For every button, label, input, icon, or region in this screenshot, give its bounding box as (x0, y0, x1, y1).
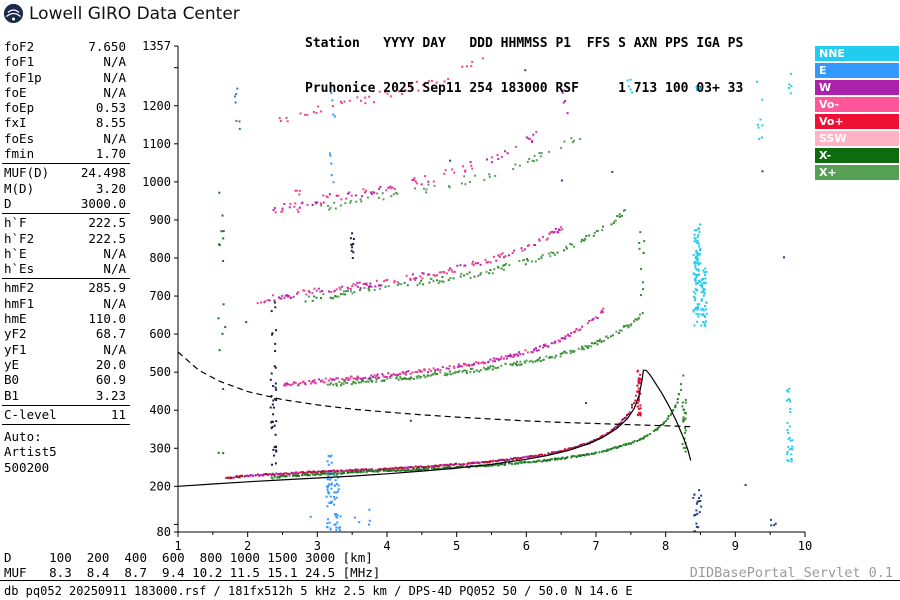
parameter-group: hmF2 285.9 hmF1 N/A hmE 110.0 yF2 68.7 yF1 N/A yE 2… (2, 279, 130, 406)
autoscaling-info: Auto: Artist5 500200 (4, 429, 57, 475)
svg-text:800: 800 (149, 251, 171, 265)
svg-text:10: 10 (798, 539, 812, 553)
param-row-hf: h`F 222.5 (4, 215, 126, 231)
param-row-hme: hmE 110.0 (4, 311, 126, 327)
svg-text:7: 7 (592, 539, 599, 553)
param-row-b1: B1 3.23 (4, 387, 126, 403)
svg-text:1200: 1200 (142, 99, 171, 113)
param-row-d: D 3000.0 (4, 195, 126, 211)
param-row-fof2: foF2 7.650 (4, 39, 126, 54)
parameter-group: h`F 222.5 h`F2 222.5 h`E N/A h`Es N/A (2, 214, 130, 280)
param-row-hmf2: hmF2 285.9 (4, 280, 126, 296)
param-row-foe: foE N/A (4, 84, 126, 100)
distance-muf-table: D 100 200 400 600 800 1000 1500 3000 [km… (4, 550, 381, 580)
distance-row-d: D 100 200 400 600 800 1000 1500 3000 [km… (4, 550, 373, 565)
svg-text:4: 4 (383, 539, 390, 553)
source-info: db pq052 20250911 183000.rsf / 181fx512h… (4, 584, 633, 598)
param-row-foes: foEs N/A (4, 130, 126, 146)
param-row-mufd: MUF(D) 24.498 (4, 165, 126, 181)
svg-text:2: 2 (244, 539, 251, 553)
svg-text:1100: 1100 (142, 137, 171, 151)
param-row-clevel: C-level 11 (4, 406, 126, 422)
param-row-fxi: fxI 8.55 (4, 115, 126, 131)
svg-text:900: 900 (149, 213, 171, 227)
station-header-labels: Station YYYY DAY DDD HHMMSS P1 FFS S AXN… (305, 36, 744, 51)
svg-text:600: 600 (149, 327, 171, 341)
legend-item-vo-minus: Vo- (815, 97, 899, 112)
parameter-group: foF2 7.650 foF1 N/A foF1p N/A foE N/A foEp 0.53 fx… (2, 38, 130, 165)
svg-text:80: 80 (157, 525, 171, 539)
svg-text:1357: 1357 (142, 39, 171, 53)
param-row-yf2: yF2 68.7 (4, 326, 126, 342)
svg-text:3: 3 (314, 539, 321, 553)
legend-item-vo-plus: Vo+ (815, 114, 899, 129)
station-header: Station YYYY DAY DDD HHMMSS P1 FFS S AXN… (305, 6, 743, 126)
svg-text:1: 1 (174, 539, 181, 553)
svg-text:400: 400 (149, 403, 171, 417)
svg-text:5: 5 (453, 539, 460, 553)
legend-item-x-minus: X- (815, 148, 899, 163)
legend-item-nne: NNE (815, 46, 899, 61)
param-row-he: h`E N/A (4, 245, 126, 261)
footer-divider (0, 580, 900, 581)
param-row-ye: yE 20.0 (4, 356, 126, 372)
param-row-fof1: foF1 N/A (4, 54, 126, 70)
lowell-logo-icon (3, 3, 24, 24)
parameter-panel: foF2 7.650 foF1 N/A foF1p N/A foE N/A foEp 0.53 fx… (2, 38, 130, 475)
svg-text:9: 9 (732, 539, 739, 553)
param-row-hf2: h`F2 222.5 (4, 230, 126, 246)
param-row-fmin: fmin 1.70 (4, 146, 126, 162)
param-row-md: M(D) 3.20 (4, 180, 126, 196)
brand-title: Lowell GIRO Data Center (29, 4, 240, 24)
svg-text:1000: 1000 (142, 175, 171, 189)
param-row-foep: foEp 0.53 (4, 100, 126, 116)
svg-text:500: 500 (149, 365, 171, 379)
parameter-group: MUF(D) 24.498 M(D) 3.20 D 3000.0 (2, 164, 130, 215)
svg-text:700: 700 (149, 289, 171, 303)
legend-item-x-plus: X+ (815, 165, 899, 180)
param-row-b0: B0 60.9 (4, 372, 126, 388)
svg-text:6: 6 (523, 539, 530, 553)
direction-legend: NNE E W Vo- Vo+ SSW X- X+ (815, 46, 899, 182)
parameter-group: C-level 11 (2, 406, 130, 426)
legend-item-w: W (815, 80, 899, 95)
param-row-hes: h`Es N/A (4, 261, 126, 277)
param-row-hmf1: hmF1 N/A (4, 295, 126, 311)
distance-row-muf: MUF 8.3 8.4 8.7 9.4 10.2 11.5 15.1 24.5 … (4, 564, 381, 580)
watermark: DIDBasePortal_Servlet 0.1 (689, 565, 893, 581)
svg-text:200: 200 (149, 479, 171, 493)
svg-text:300: 300 (149, 441, 171, 455)
legend-item-ssw: SSW (815, 131, 899, 146)
legend-item-e: E (815, 63, 899, 78)
param-row-fof1p: foF1p N/A (4, 69, 126, 85)
station-header-values: Pruhonice 2025 Sep11 254 183000 RSF 1 71… (305, 81, 744, 96)
svg-text:8: 8 (662, 539, 669, 553)
param-row-yf1: yF1 N/A (4, 341, 126, 357)
